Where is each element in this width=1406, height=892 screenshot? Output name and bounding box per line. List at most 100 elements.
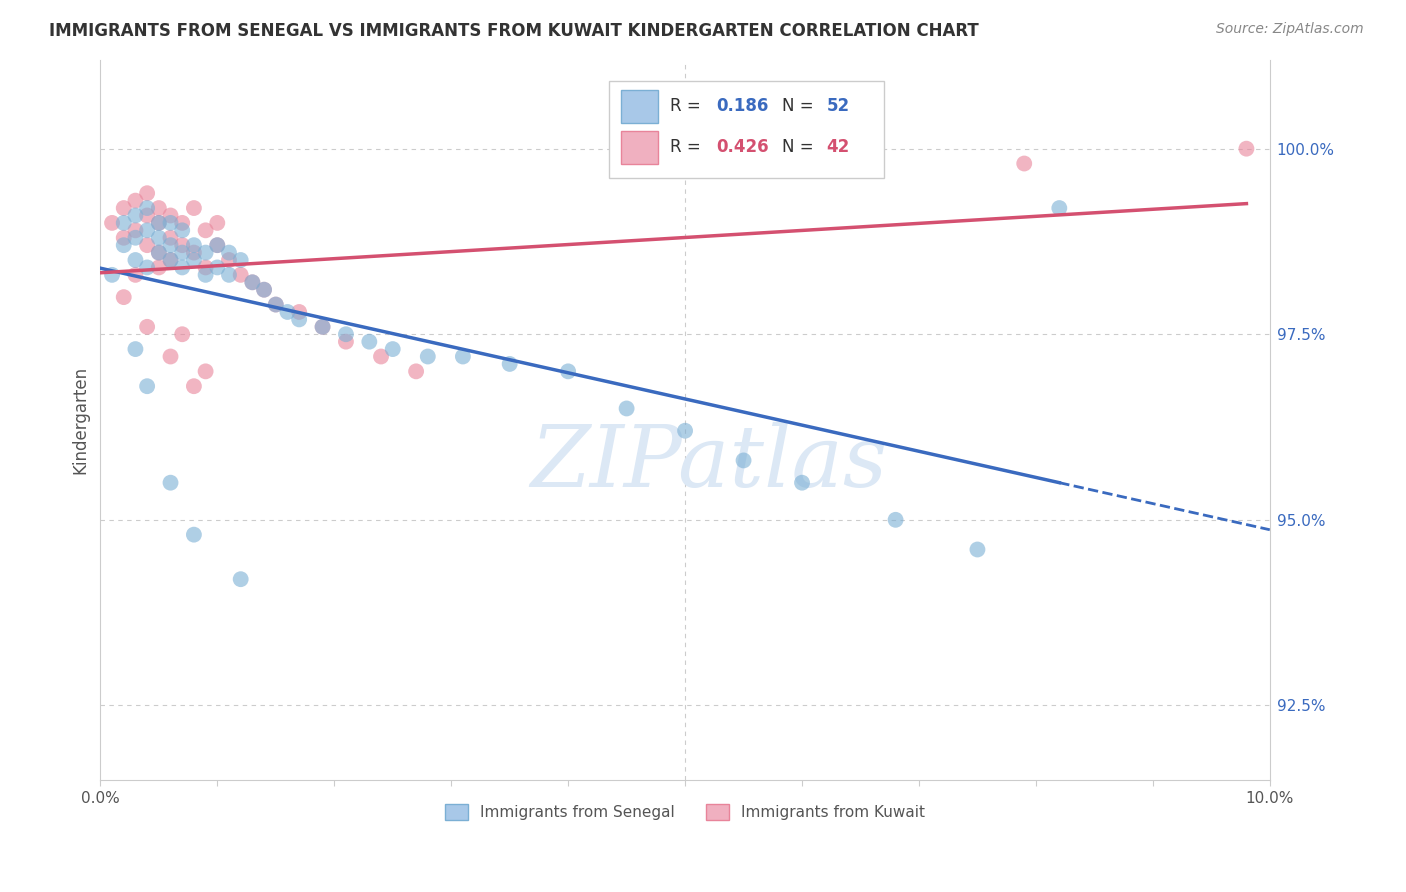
Text: 42: 42 — [827, 138, 849, 156]
Point — [136, 209, 159, 223]
Point — [124, 223, 146, 237]
Point — [498, 357, 520, 371]
Point — [229, 268, 252, 282]
Point — [311, 319, 333, 334]
Point — [194, 260, 217, 275]
Point — [253, 283, 276, 297]
Point — [159, 216, 181, 230]
Point — [229, 572, 252, 586]
Text: ZIPatlas: ZIPatlas — [530, 421, 887, 504]
Text: N =: N = — [782, 97, 820, 115]
Point — [1047, 201, 1070, 215]
Point — [335, 327, 357, 342]
Point — [124, 209, 146, 223]
Point — [148, 245, 170, 260]
Point — [124, 231, 146, 245]
Point — [112, 238, 135, 252]
Point — [451, 350, 474, 364]
Text: 0.426: 0.426 — [717, 138, 769, 156]
Legend: Immigrants from Senegal, Immigrants from Kuwait: Immigrants from Senegal, Immigrants from… — [439, 797, 931, 826]
Point — [148, 260, 170, 275]
FancyBboxPatch shape — [621, 90, 658, 122]
Point — [194, 364, 217, 378]
Point — [172, 238, 194, 252]
Point — [136, 238, 159, 252]
Point — [183, 238, 205, 252]
Point — [159, 238, 181, 252]
Point — [311, 319, 333, 334]
Point — [136, 379, 159, 393]
Point — [172, 216, 194, 230]
Point — [557, 364, 579, 378]
Y-axis label: Kindergarten: Kindergarten — [72, 366, 89, 474]
Point — [253, 283, 276, 297]
Point — [790, 475, 813, 490]
Point — [207, 216, 229, 230]
Point — [159, 209, 181, 223]
Point — [148, 216, 170, 230]
Point — [124, 342, 146, 356]
Point — [194, 245, 217, 260]
Text: IMMIGRANTS FROM SENEGAL VS IMMIGRANTS FROM KUWAIT KINDERGARTEN CORRELATION CHART: IMMIGRANTS FROM SENEGAL VS IMMIGRANTS FR… — [49, 22, 979, 40]
Point — [207, 238, 229, 252]
Point — [733, 453, 755, 467]
Point — [194, 223, 217, 237]
Point — [183, 245, 205, 260]
Point — [966, 542, 988, 557]
Point — [136, 319, 159, 334]
Point — [159, 252, 181, 267]
Point — [148, 245, 170, 260]
Point — [288, 312, 311, 326]
Point — [159, 475, 181, 490]
Point — [207, 238, 229, 252]
Point — [884, 513, 907, 527]
Text: R =: R = — [669, 97, 706, 115]
Text: N =: N = — [782, 138, 820, 156]
Point — [136, 260, 159, 275]
Point — [159, 231, 181, 245]
Point — [101, 268, 124, 282]
Text: Source: ZipAtlas.com: Source: ZipAtlas.com — [1216, 22, 1364, 37]
Point — [229, 252, 252, 267]
Point — [172, 223, 194, 237]
Point — [288, 305, 311, 319]
Point — [136, 201, 159, 215]
Point — [218, 252, 240, 267]
Point — [370, 350, 392, 364]
Point — [673, 424, 696, 438]
Point — [405, 364, 427, 378]
Point — [112, 216, 135, 230]
Point — [112, 231, 135, 245]
Point — [136, 223, 159, 237]
Point — [124, 194, 146, 208]
FancyBboxPatch shape — [621, 131, 658, 163]
Point — [148, 201, 170, 215]
Point — [381, 342, 404, 356]
Point — [242, 275, 264, 289]
Point — [1012, 156, 1035, 170]
Point — [101, 216, 124, 230]
Point — [172, 245, 194, 260]
Point — [264, 297, 287, 311]
Text: 0.186: 0.186 — [717, 97, 769, 115]
Text: 52: 52 — [827, 97, 849, 115]
Point — [218, 268, 240, 282]
Point — [136, 186, 159, 201]
Point — [276, 305, 298, 319]
Point — [207, 260, 229, 275]
Point — [124, 252, 146, 267]
Point — [264, 297, 287, 311]
Point — [183, 527, 205, 541]
Point — [183, 252, 205, 267]
Point — [112, 201, 135, 215]
Point — [172, 327, 194, 342]
Point — [148, 231, 170, 245]
Point — [124, 268, 146, 282]
Point — [159, 350, 181, 364]
FancyBboxPatch shape — [609, 81, 884, 178]
Point — [159, 252, 181, 267]
Point — [112, 290, 135, 304]
Point — [242, 275, 264, 289]
Point — [172, 260, 194, 275]
Point — [183, 201, 205, 215]
